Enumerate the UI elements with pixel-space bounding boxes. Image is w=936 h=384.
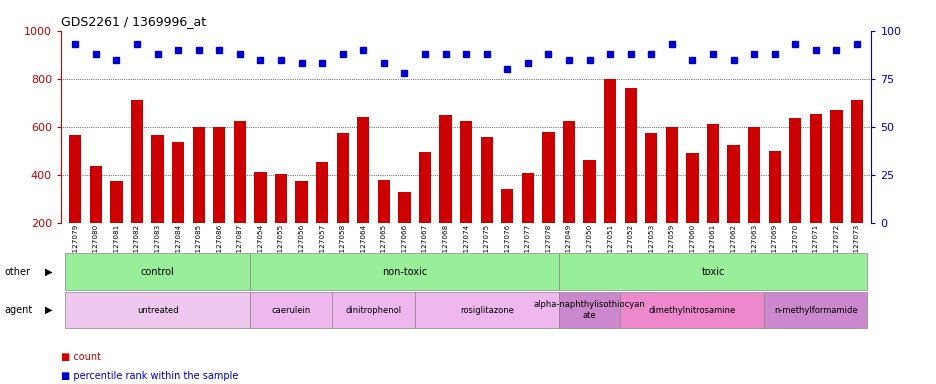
Text: caerulein: caerulein <box>271 306 311 314</box>
Bar <box>542 132 554 223</box>
Bar <box>193 127 205 223</box>
Text: untreated: untreated <box>137 306 178 314</box>
Bar <box>706 124 719 223</box>
Bar <box>336 133 348 223</box>
Bar <box>131 99 143 223</box>
Bar <box>583 160 595 223</box>
Bar <box>768 151 780 223</box>
Text: GDS2261 / 1369996_at: GDS2261 / 1369996_at <box>61 15 206 28</box>
Bar <box>212 127 226 223</box>
Bar <box>788 118 800 223</box>
Bar <box>439 115 451 223</box>
Text: ■ percentile rank within the sample: ■ percentile rank within the sample <box>61 371 238 381</box>
Bar <box>829 110 841 223</box>
Bar <box>233 121 246 223</box>
Bar <box>90 166 102 223</box>
Bar <box>624 88 636 223</box>
Text: ■ count: ■ count <box>61 352 101 362</box>
Text: non-toxic: non-toxic <box>381 266 427 277</box>
Bar <box>665 127 678 223</box>
Text: dimethylnitrosamine: dimethylnitrosamine <box>648 306 736 314</box>
Bar <box>850 100 862 223</box>
Bar <box>152 135 164 223</box>
Bar <box>645 133 657 223</box>
Bar <box>480 137 492 223</box>
Text: agent: agent <box>5 305 33 315</box>
Bar <box>460 121 472 223</box>
Bar <box>274 174 286 223</box>
Bar <box>398 192 410 223</box>
Bar <box>357 117 369 223</box>
Bar <box>685 153 698 223</box>
Bar <box>295 181 307 223</box>
Text: ▶: ▶ <box>45 305 52 315</box>
Bar <box>747 127 759 223</box>
Text: ▶: ▶ <box>45 266 52 277</box>
Text: n-methylformamide: n-methylformamide <box>773 306 856 314</box>
Bar <box>809 114 821 223</box>
Text: rosiglitazone: rosiglitazone <box>460 306 513 314</box>
Bar <box>563 121 575 223</box>
Bar <box>377 180 389 223</box>
Bar <box>501 189 513 223</box>
Bar <box>726 145 739 223</box>
Text: other: other <box>5 266 31 277</box>
Text: alpha-naphthylisothiocyan
ate: alpha-naphthylisothiocyan ate <box>534 300 645 320</box>
Text: control: control <box>140 266 174 277</box>
Bar <box>69 135 81 223</box>
Text: toxic: toxic <box>700 266 724 277</box>
Bar <box>172 142 184 223</box>
Bar <box>315 162 328 223</box>
Bar <box>110 181 123 223</box>
Bar <box>604 79 616 223</box>
Bar <box>254 172 267 223</box>
Bar <box>418 152 431 223</box>
Text: dinitrophenol: dinitrophenol <box>345 306 402 314</box>
Bar <box>521 173 534 223</box>
